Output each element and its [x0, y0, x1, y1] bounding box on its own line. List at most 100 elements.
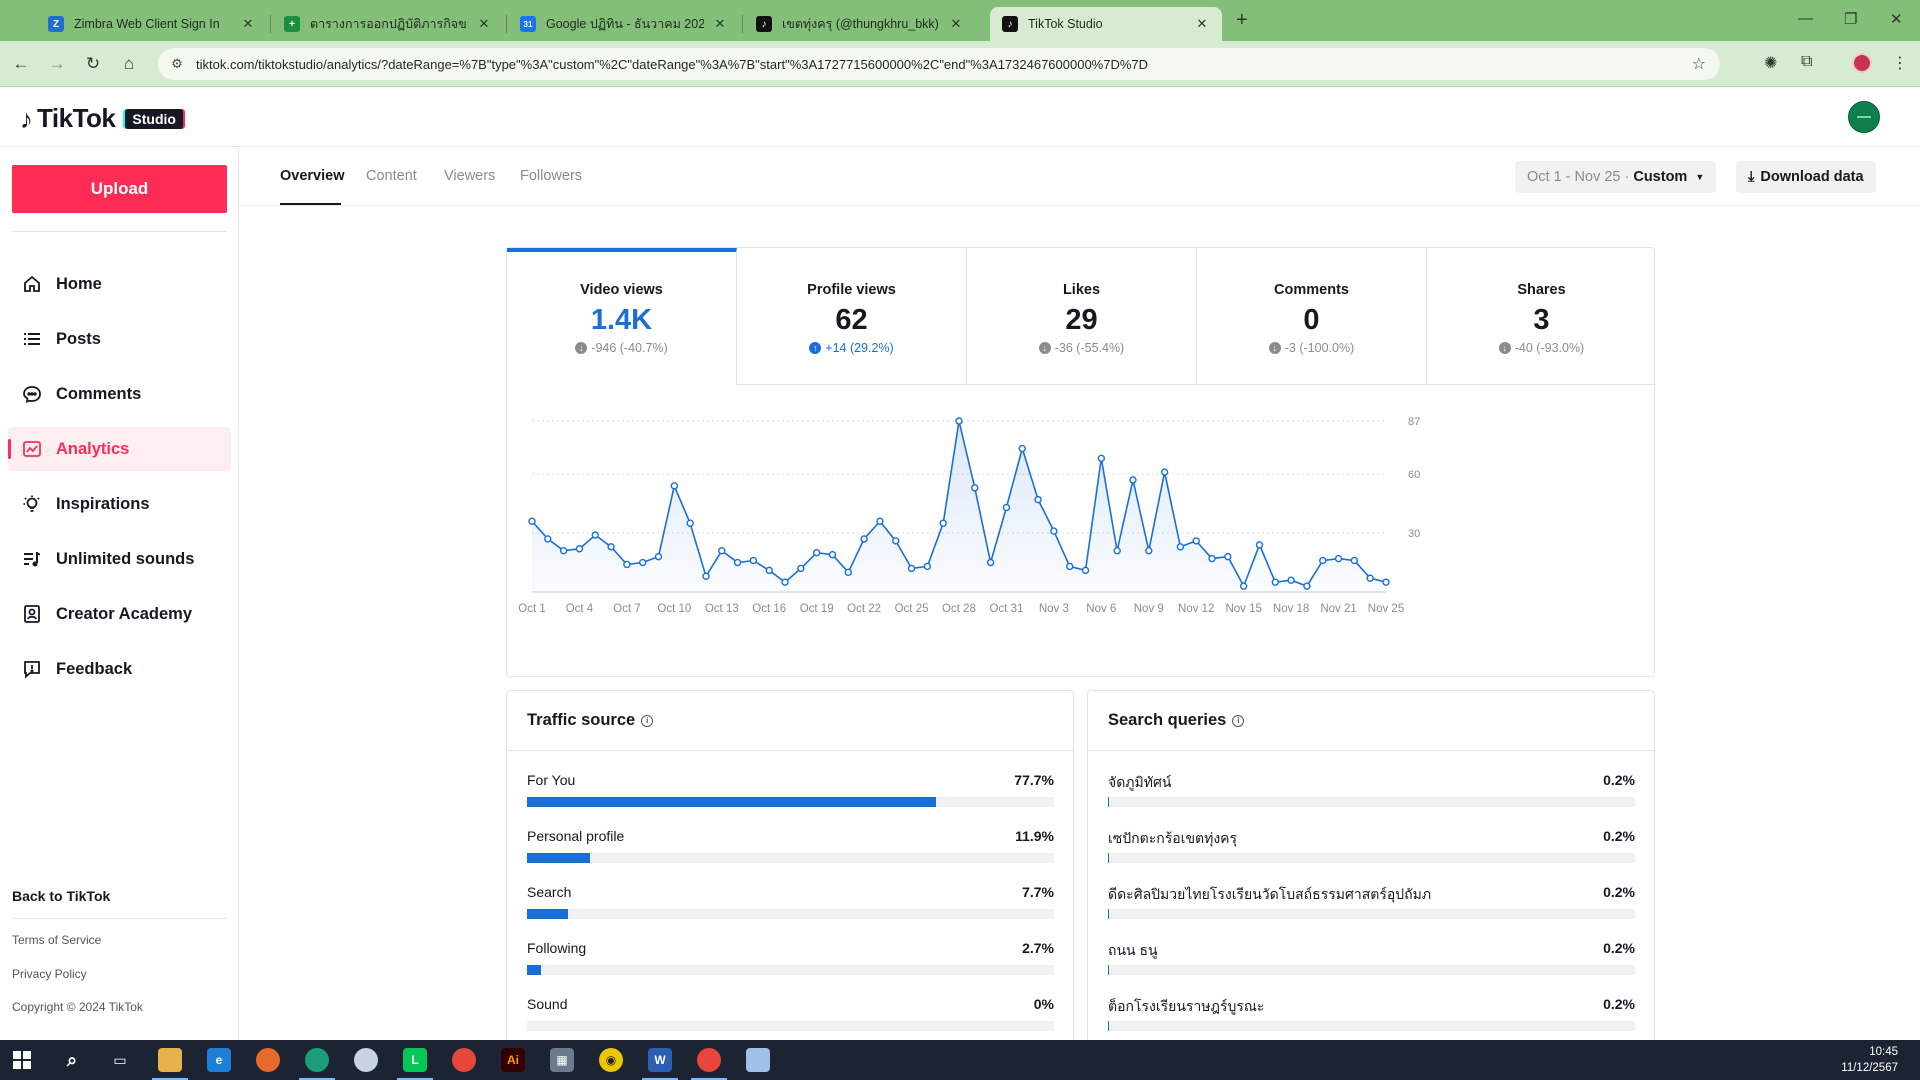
ie-icon[interactable]: e	[207, 1048, 231, 1072]
calculator-icon[interactable]: ▦	[550, 1048, 574, 1072]
notes-icon[interactable]	[746, 1048, 770, 1072]
start-icon[interactable]	[10, 1048, 34, 1072]
line-icon[interactable]: L	[397, 1048, 433, 1080]
minimize-icon[interactable]: —	[1798, 10, 1813, 27]
progress-track	[1108, 853, 1635, 863]
tiktok-studio-logo[interactable]: ♪ TikTok Studio	[20, 103, 183, 134]
menu-kebab-icon[interactable]: ⋮	[1892, 55, 1908, 72]
line-chart-svg: 30 60 87 Oct 1 Oct 4 Oct 7 Oct 10 Oct 13 Oct 16 O…	[518, 416, 1420, 615]
new-tab-icon[interactable]: +	[1236, 9, 1248, 31]
metric-change: ↓ -3 (-100.0%)	[1197, 341, 1426, 355]
forward-icon[interactable]: →	[48, 54, 66, 73]
lightshot-icon[interactable]: ◉	[599, 1048, 623, 1072]
metric-profile-views[interactable]: Profile views 62 ↑ +14 (29.2%)	[737, 248, 967, 385]
privacy-link[interactable]: Privacy Policy	[12, 967, 87, 981]
download-data-button[interactable]: ⤓ Download data	[1736, 161, 1876, 193]
music-note-icon	[22, 549, 42, 569]
progress-track	[1108, 965, 1635, 975]
progress-fill	[1108, 853, 1110, 863]
data-point	[559, 547, 568, 555]
system-clock[interactable]: 10:45 11/12/2567	[1841, 1044, 1898, 1076]
progress-fill	[1108, 1021, 1110, 1031]
data-point	[1303, 582, 1311, 590]
metrics-card: Video views 1.4K ↓ -946 (-40.7%) Profile …	[506, 247, 1656, 677]
browser-tab[interactable]: + ตารางการออกปฏิบัติภารกิจของผู้บริห ✕	[272, 7, 504, 41]
divider	[507, 750, 1073, 751]
home-icon[interactable]: ⌂	[123, 54, 135, 73]
date-range-text: Oct 1 - Nov 25 ·	[1527, 169, 1630, 185]
info-icon[interactable]: i	[1232, 714, 1245, 727]
tab-followers[interactable]: Followers	[520, 168, 583, 184]
illustrator-icon[interactable]: Ai	[501, 1048, 525, 1072]
back-icon[interactable]: ←	[12, 54, 30, 73]
chrome-profile-icon[interactable]	[691, 1048, 727, 1080]
data-point	[1081, 566, 1090, 575]
data-point	[939, 519, 947, 527]
task-view-icon[interactable]: ▭	[113, 1051, 127, 1068]
close-icon[interactable]: ✕	[950, 16, 962, 31]
close-icon[interactable]: ✕	[478, 16, 490, 31]
close-icon[interactable]: ✕	[714, 16, 726, 31]
analytics-tabs: Overview Content Viewers Followers Oct 1…	[240, 148, 1920, 206]
metric-likes[interactable]: Likes 29 ↓ -36 (-55.4%)	[967, 248, 1197, 385]
file-explorer-icon[interactable]	[152, 1048, 188, 1080]
browser-tab[interactable]: 31 Google ปฏิทิน - ธันวาคม 2024 ✕	[508, 7, 740, 41]
browser-tab-active[interactable]: ♪ TikTok Studio ✕	[990, 7, 1222, 41]
metric-shares[interactable]: Shares 3 ↓ -40 (-93.0%)	[1427, 248, 1656, 385]
date-mode-text: Custom	[1633, 169, 1688, 185]
tab-overview[interactable]: Overview	[280, 168, 345, 184]
restore-icon[interactable]: ❐	[1844, 11, 1858, 28]
metric-comments[interactable]: Comments 0 ↓ -3 (-100.0%)	[1197, 248, 1427, 385]
x-tick-label: Oct 28	[942, 603, 976, 615]
reload-icon[interactable]: ↻	[85, 54, 101, 73]
chrome-icon[interactable]	[452, 1048, 476, 1072]
sidebar-item-analytics[interactable]: Analytics	[8, 427, 231, 471]
search-icon[interactable]: ⌕	[66, 1049, 78, 1070]
user-avatar[interactable]	[1848, 101, 1880, 133]
edge-icon[interactable]	[299, 1048, 335, 1080]
sidebar-item-inspirations[interactable]: Inspirations	[8, 482, 231, 526]
terms-link[interactable]: Terms of Service	[12, 933, 102, 947]
data-point	[528, 517, 536, 525]
x-tick-label: Oct 1	[518, 603, 545, 615]
tab-viewers[interactable]: Viewers	[444, 168, 496, 184]
upload-button[interactable]: Upload	[12, 165, 227, 213]
app-icon[interactable]	[354, 1048, 378, 1072]
sidebar-item-feedback[interactable]: Feedback	[8, 647, 231, 691]
sidebar-item-comments[interactable]: Comments	[8, 372, 231, 416]
browser-tab[interactable]: ♪ เขตทุ่งครุ (@thungkhru_bkk) | TikT ✕	[744, 7, 976, 41]
close-icon[interactable]: ✕	[1196, 16, 1208, 31]
sidebar-item-creator-academy[interactable]: Creator Academy	[8, 592, 231, 636]
extension-bug-icon[interactable]: ✺	[1764, 55, 1778, 72]
tab-content[interactable]: Content	[366, 168, 417, 184]
browser-tab[interactable]: Z Zimbra Web Client Sign In ✕	[36, 7, 268, 41]
row-label: ต็อกโรงเรียนราษฎร์บูรณะ	[1108, 998, 1265, 1014]
progress-fill	[1108, 797, 1110, 807]
row-value: 0%	[1033, 996, 1054, 1012]
site-info-icon[interactable]: ⚙	[171, 56, 183, 71]
firefox-icon[interactable]	[256, 1048, 280, 1072]
date-range-picker[interactable]: Oct 1 - Nov 25 · Custom ▼	[1515, 161, 1717, 193]
bookmark-star-icon[interactable]: ☆	[1691, 56, 1706, 73]
progress-track	[527, 853, 1054, 863]
progress-fill	[527, 965, 542, 975]
sidebar-item-posts[interactable]: Posts	[8, 317, 231, 361]
extensions-puzzle-icon[interactable]: ⧉	[1801, 53, 1813, 70]
word-icon[interactable]: W	[642, 1048, 678, 1080]
traffic-row: For You 77.7%	[527, 772, 1054, 807]
x-tick-label: Oct 25	[895, 603, 929, 615]
browser-profile-avatar[interactable]	[1852, 53, 1872, 73]
data-point	[686, 519, 694, 527]
info-icon[interactable]: i	[641, 714, 654, 727]
search-row: จัดภูมิทัศน์ 0.2%	[1108, 772, 1635, 807]
x-tick-label: Nov 12	[1178, 603, 1214, 615]
sidebar-item-home[interactable]: Home	[8, 262, 231, 306]
sidebar-item-unlimited-sounds[interactable]: Unlimited sounds	[8, 537, 231, 581]
metric-video-views[interactable]: Video views 1.4K ↓ -946 (-40.7%)	[507, 248, 737, 385]
address-bar[interactable]: ⚙ tiktok.com/tiktokstudio/analytics/?dat…	[158, 48, 1720, 80]
download-label: Download data	[1760, 169, 1864, 185]
close-window-icon[interactable]: ✕	[1890, 11, 1903, 28]
close-icon[interactable]: ✕	[242, 16, 254, 31]
back-to-tiktok-link[interactable]: Back to TikTok	[12, 888, 111, 904]
clock-time: 10:45	[1869, 1046, 1898, 1058]
